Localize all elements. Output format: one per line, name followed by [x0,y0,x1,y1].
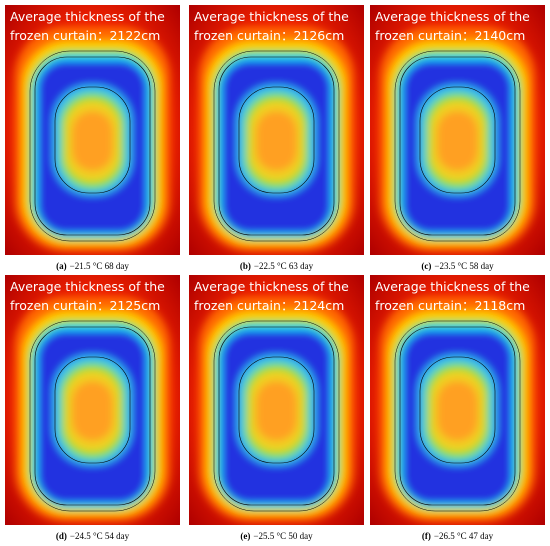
caption: (d) −24.5 °C 54 day [56,531,130,541]
caption-label: (e) [240,531,250,541]
panel: Average thickness of the frozen curtain：2… [5,275,180,541]
panel-title: frozen curtain：2118cm [375,298,525,313]
panel-title: frozen curtain：2126cm [194,28,344,43]
panel-title: Average thickness of the [10,9,165,24]
panel: Average thickness of the frozen curtain：2… [370,5,545,271]
panel-title: frozen curtain：2122cm [10,28,160,43]
panel-title: Average thickness of the [10,279,165,294]
panel-title: Average thickness of the [375,279,530,294]
caption: (e) −25.5 °C 50 day [240,531,313,541]
panel-title: Average thickness of the [194,279,349,294]
caption-label: (a) [56,261,67,271]
panel: Average thickness of the frozen curtain：2… [5,5,180,271]
caption-label: (b) [240,261,251,271]
caption-label: (c) [421,261,431,271]
caption-text: −26.5 °C 47 day [434,531,494,541]
caption-text: −24.5 °C 54 day [70,531,130,541]
caption-text: −22.5 °C 63 day [254,261,314,271]
caption-text: −25.5 °C 50 day [253,531,313,541]
caption: (b) −22.5 °C 63 day [240,261,314,271]
panel-title: frozen curtain：2124cm [194,298,344,313]
panel: Average thickness of the frozen curtain：2… [189,275,364,541]
panel: Average thickness of the frozen curtain：2… [189,5,364,271]
caption-text: −21.5 °C 68 day [70,261,130,271]
caption: (c) −23.5 °C 58 day [421,261,494,271]
caption: (f) −26.5 °C 47 day [422,531,494,541]
panel-title: frozen curtain：2140cm [375,28,525,43]
caption-label: (d) [56,531,67,541]
caption: (a) −21.5 °C 68 day [56,261,129,271]
panel-title: Average thickness of the [194,9,349,24]
panel-title: Average thickness of the [375,9,530,24]
panel: Average thickness of the frozen curtain：2… [370,275,545,541]
caption-text: −23.5 °C 58 day [434,261,494,271]
caption-label: (f) [422,531,431,541]
panel-title: frozen curtain：2125cm [10,298,160,313]
